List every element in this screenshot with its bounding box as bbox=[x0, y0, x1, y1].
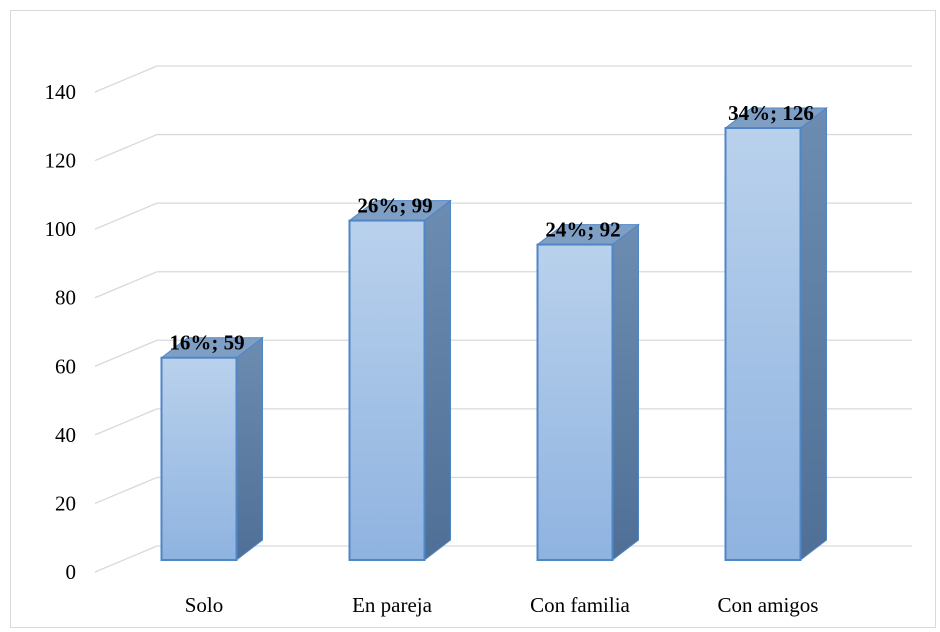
bar-side bbox=[612, 223, 639, 562]
y-tick-label: 0 bbox=[66, 560, 77, 584]
x-tick-label: Solo bbox=[185, 593, 224, 617]
bar-front bbox=[724, 127, 802, 561]
y-tick-label: 20 bbox=[55, 491, 76, 515]
gridline-diagonal bbox=[94, 271, 158, 299]
bar-front bbox=[348, 219, 426, 561]
y-tick-label: 120 bbox=[45, 149, 77, 173]
y-axis-ticks: 0 20 40 60 80 100 120 140 bbox=[45, 80, 77, 584]
gridline-diagonal bbox=[94, 476, 158, 505]
bar-con-familia bbox=[536, 223, 640, 562]
x-tick-label: En pareja bbox=[352, 593, 433, 617]
bar-front bbox=[536, 243, 614, 561]
x-axis-ticks: Solo En pareja Con familia Con amigos bbox=[185, 593, 819, 617]
y-tick-label: 60 bbox=[55, 354, 76, 378]
bar-con-amigos bbox=[724, 106, 828, 562]
data-label: 34%; 126 bbox=[728, 101, 814, 125]
y-tick-label: 40 bbox=[55, 423, 76, 447]
data-label: 26%; 99 bbox=[357, 194, 432, 218]
gridline-diagonal bbox=[94, 339, 158, 367]
bar-front bbox=[160, 356, 238, 562]
gridline-diagonal bbox=[94, 545, 158, 573]
y-tick-label: 80 bbox=[55, 286, 76, 310]
bar-side bbox=[236, 336, 263, 562]
bar-en-pareja bbox=[348, 199, 452, 562]
bar-side bbox=[424, 199, 451, 562]
data-labels: 16%; 59 26%; 99 24%; 92 34%; 126 bbox=[169, 101, 814, 355]
bars bbox=[160, 106, 828, 562]
gridline-diagonal bbox=[94, 202, 158, 230]
bar-solo bbox=[160, 336, 264, 562]
gridline-diagonal bbox=[94, 65, 158, 93]
gridline-diagonal bbox=[94, 408, 158, 436]
data-label: 24%; 92 bbox=[545, 218, 620, 242]
y-tick-label: 140 bbox=[45, 80, 77, 104]
x-tick-label: Con amigos bbox=[718, 593, 819, 617]
gridline-diagonal bbox=[94, 133, 158, 162]
data-label: 16%; 59 bbox=[169, 331, 244, 355]
x-tick-label: Con familia bbox=[530, 593, 630, 617]
bar-side bbox=[800, 106, 827, 562]
y-tick-label: 100 bbox=[45, 217, 77, 241]
